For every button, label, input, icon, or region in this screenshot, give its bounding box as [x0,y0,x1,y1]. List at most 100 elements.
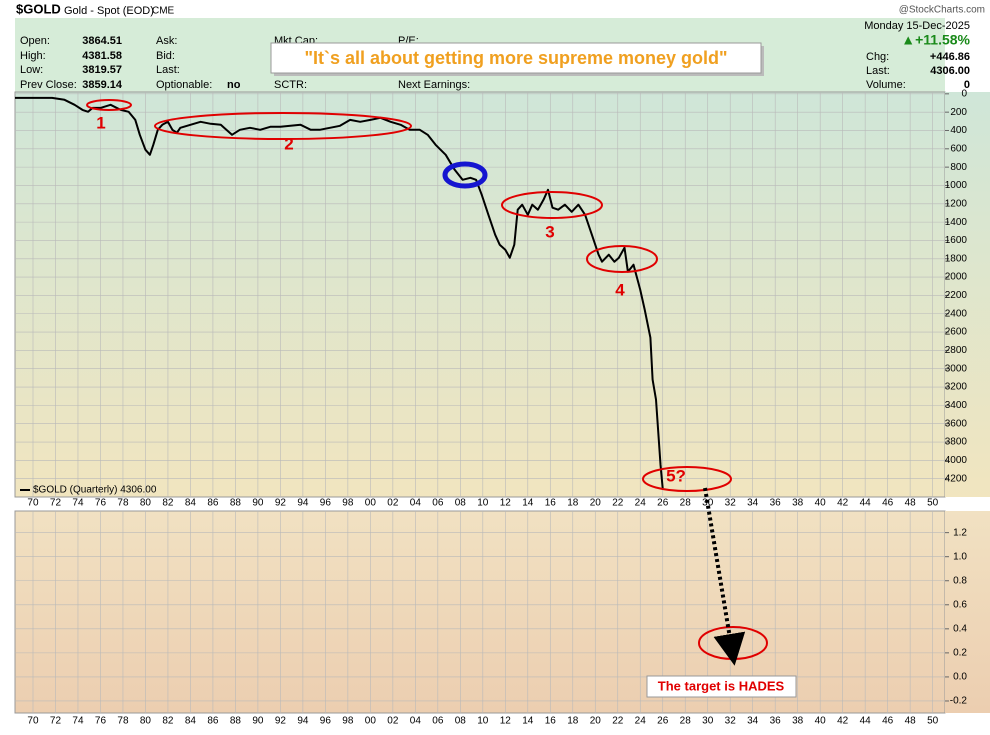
y-tick-label: 2400 [945,308,968,319]
y-tick-label: 4000 [945,455,968,466]
x-tick-label: 32 [725,716,737,727]
y-tick-label: 3400 [945,400,968,411]
x-tick-label: 06 [432,716,444,727]
x-tick-label: 90 [252,498,264,509]
target-box [646,675,797,698]
symbol: $GOLD [16,1,61,16]
label: Chg: [866,51,889,63]
x-tick-label: 42 [837,498,849,509]
axis-strip [945,511,990,713]
x-tick-label: 16 [545,716,557,727]
value: no [227,79,241,91]
label: Next Earnings: [398,79,470,91]
x-tick-label: 90 [252,716,264,727]
value: +446.86 [930,51,970,63]
label: Last: [866,65,890,77]
x-tick-label: 36 [770,498,782,509]
lower-panel [14,510,946,714]
x-tick-label: 24 [635,498,647,509]
y-tick-label: 1200 [945,198,968,209]
x-tick-label: 44 [860,716,872,727]
quote: "It`s all about getting more supreme mon… [304,48,727,68]
x-tick-label: 42 [837,716,849,727]
x-tick-label: 14 [522,716,534,727]
y-tick-label: 2200 [945,290,968,301]
x-tick-label: 06 [432,498,444,509]
y-tick-label: 3800 [945,437,968,448]
highlight-ellipse [86,99,132,111]
y-tick-label: 1800 [945,253,968,264]
x-tick-label: 32 [725,498,737,509]
y-tick-label: 2600 [945,327,968,338]
y-tick-label: 1.0 [953,551,967,562]
x-tick-label: 38 [792,498,804,509]
y-tick-label: 1400 [945,217,968,228]
annotation: 1 [96,113,105,132]
annotation: 5? [666,466,686,485]
exchange: CME [152,6,175,17]
value: 3864.51 [82,35,122,47]
x-tick-label: 30 [702,498,714,509]
x-tick-label: 86 [207,498,219,509]
label: High: [20,50,46,62]
main-panel [14,91,946,498]
target-text: The target is HADES [658,678,785,693]
annotation: 2 [284,134,293,153]
x-tick-label: 34 [747,498,759,509]
x-tick-label: 70 [27,716,39,727]
x-tick-label: 22 [612,498,624,509]
x-tick-label: 96 [320,498,332,509]
x-tick-label: 22 [612,716,624,727]
x-tick-label: 78 [117,498,129,509]
x-tick-label: 02 [387,716,399,727]
x-tick-label: 80 [140,716,152,727]
x-tick-label: 14 [522,498,534,509]
x-tick-label: 18 [567,716,579,727]
label: Volume: [866,79,906,91]
date: Monday 15-Dec-2025 [864,20,970,32]
x-tick-label: 00 [365,498,377,509]
x-tick-label: 34 [747,716,759,727]
x-tick-label: 76 [95,716,107,727]
x-tick-label: 08 [455,498,467,509]
x-tick-label: 82 [162,498,174,509]
label: Last: [156,64,180,76]
x-tick-label: 26 [657,716,669,727]
x-tick-label: 20 [590,716,602,727]
change-pct: ▲+11.58% [901,32,970,48]
x-tick-label: 00 [365,716,377,727]
x-tick-label: 04 [410,716,422,727]
value: 3859.14 [82,79,123,91]
x-tick-label: 80 [140,498,152,509]
x-tick-label: 50 [927,498,939,509]
x-tick-label: 72 [50,716,62,727]
y-tick-label: 3200 [945,382,968,393]
x-tick-label: 10 [477,498,489,509]
y-tick-label: 0.2 [953,648,967,659]
x-tick-label: 74 [72,716,84,727]
x-tick-label: 44 [860,498,872,509]
x-tick-label: 26 [657,498,669,509]
y-tick-label: 0.6 [953,599,967,610]
x-tick-label: 76 [95,498,107,509]
x-tick-label: 84 [185,716,197,727]
x-tick-label: 88 [230,498,242,509]
y-tick-label: 800 [950,162,967,173]
y-tick-label: 0 [961,88,967,99]
x-tick-label: 92 [275,716,287,727]
legend-text: $GOLD (Quarterly) 4306.00 [33,485,157,496]
axis-strip [945,92,990,497]
x-tick-label: 10 [477,716,489,727]
value: 4306.00 [930,65,970,77]
x-tick-label: 78 [117,716,129,727]
plot [15,96,664,489]
x-tick-label: 16 [545,498,557,509]
x-tick-label: 30 [702,716,714,727]
x-tick-label: 94 [297,498,309,509]
x-tick-label: 36 [770,716,782,727]
x-tick-label: 86 [207,716,219,727]
annotation: 4 [615,280,625,299]
highlight-ellipse [501,191,603,219]
watermark: @StockCharts.com [899,5,985,16]
annotation: 3 [545,222,554,241]
